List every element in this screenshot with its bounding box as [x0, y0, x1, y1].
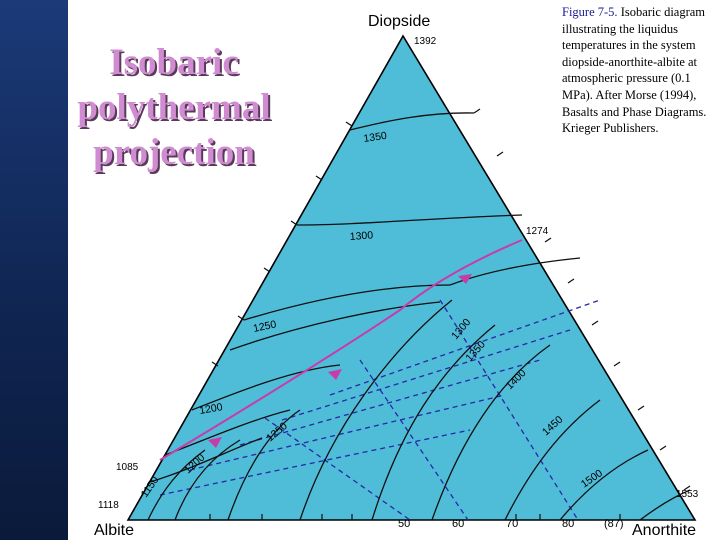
vertex-label-diopside: Diopside: [368, 13, 430, 30]
isotherm-1300: [296, 214, 523, 226]
isotherm-label: 1250: [252, 318, 277, 335]
base-tick-labels: 50 60 70 80 (87): [398, 518, 624, 530]
vertex-label-albite: Albite: [94, 522, 134, 539]
base-tick-label: 50: [398, 518, 410, 530]
edge-tick: [237, 315, 245, 321]
base-tick-label: 60: [452, 518, 464, 530]
temp-boundary-end: 1274: [526, 226, 549, 237]
edge-tick: [345, 121, 353, 127]
caption-text: Isobaric diagram illustrating the liquid…: [562, 5, 707, 136]
boundary-arrow-1: [458, 274, 472, 284]
boundary-arrow-2: [328, 369, 342, 380]
edge-tick: [263, 267, 271, 273]
edge-tick: [473, 108, 481, 114]
temp-diopside: 1392: [414, 36, 437, 47]
edge-tick: [591, 320, 599, 326]
isotherm-1250b: [227, 409, 301, 521]
base-tick-label: 70: [506, 518, 518, 530]
isotherm-c: [149, 437, 263, 483]
isotherm-1550: [639, 489, 691, 521]
left-decor-band: [0, 0, 68, 540]
edge-tick: [290, 220, 298, 226]
edge-ticks: [209, 108, 691, 520]
isotherm-1400: [431, 344, 551, 521]
cotectic-curve: [159, 239, 523, 461]
title-line-1: Isobaric: [109, 42, 239, 83]
edge-tick: [544, 237, 552, 243]
isotherm-1150: [147, 449, 206, 521]
isotherm-label: 1300: [349, 229, 373, 243]
edge-tick: [211, 361, 219, 367]
vertex-label-anorthite: Anorthite: [632, 522, 696, 539]
isotherm-1200b: [174, 439, 241, 521]
base-tick-label: 80: [562, 518, 574, 530]
edge-tick: [613, 361, 621, 367]
isotherm-1500: [559, 449, 649, 521]
edge-tick: [659, 445, 667, 451]
title-line-2: polythermal: [77, 87, 271, 128]
tie-line: [264, 417, 411, 521]
temp-albite-edge: 1085: [116, 462, 139, 473]
isotherm-label: 1350: [363, 130, 388, 145]
liquidus-field: [126, 34, 697, 521]
figure-caption: Figure 7-5. Isobaric diagram illustratin…: [562, 4, 718, 137]
temp-anorthite: 1553: [676, 489, 699, 500]
isotherm-1450: [504, 399, 601, 521]
slide-title: Isobaric polythermal projection: [66, 40, 282, 175]
isotherm-1350b: [371, 324, 496, 521]
edge-tick: [315, 175, 323, 181]
edge-tick: [683, 485, 691, 491]
tie-line: [239, 359, 541, 446]
isotherm-1350: [349, 112, 475, 131]
edge-tick: [637, 405, 645, 411]
title-line-3: projection: [93, 132, 255, 173]
tie-line: [159, 429, 471, 496]
cotectic-boundary: [159, 239, 523, 461]
isotherms-plagioclase: [147, 299, 691, 521]
isotherm-1250-a: [243, 284, 451, 321]
isotherms-diopside: [149, 112, 581, 483]
isotherm-a: [229, 301, 441, 351]
isotherm-1200: [191, 364, 341, 411]
base-tick-label: (87): [604, 518, 624, 530]
vertex-temperatures: 1392 1274 1085 1118 1553: [98, 36, 699, 511]
figure-label: Figure 7-5.: [562, 5, 618, 19]
vertex-labels: Diopside Albite Anorthite: [94, 13, 696, 539]
temp-albite: 1118: [98, 500, 119, 511]
isotherm-1300b: [299, 299, 453, 521]
boundary-arrow-3: [208, 437, 222, 448]
isotherm-label: 1200: [198, 401, 223, 417]
edge-tick: [496, 151, 504, 157]
edge-tick: [567, 278, 575, 284]
tie-line: [439, 299, 579, 521]
